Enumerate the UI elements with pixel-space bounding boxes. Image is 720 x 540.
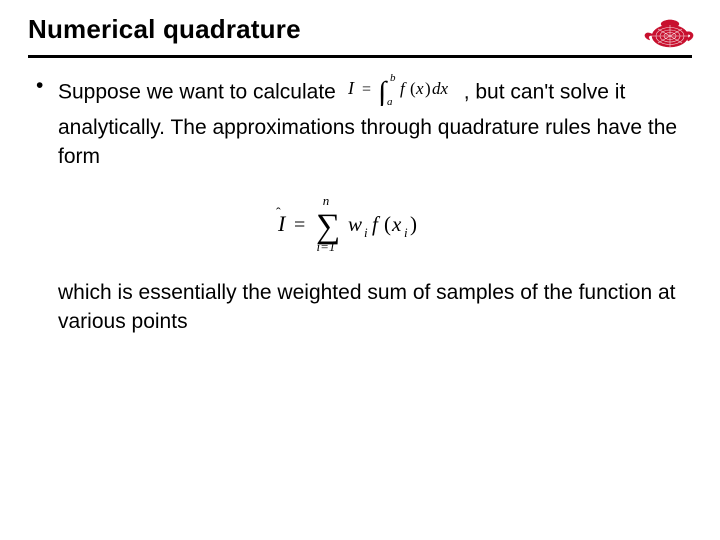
svg-text:=: =: [294, 214, 305, 236]
svg-text:): ): [425, 79, 431, 98]
slide: Numerical quadrature: [0, 0, 720, 540]
slide-title: Numerical quadrature: [28, 14, 692, 45]
svg-text:w: w: [348, 212, 362, 236]
svg-text:i: i: [364, 225, 368, 240]
svg-text:=: =: [362, 81, 371, 98]
svg-text:x: x: [391, 212, 402, 236]
integral-upper: b: [390, 72, 396, 84]
quadrature-sum-formula: I ˆ = ∑ n i=1 w i f ( x i ): [36, 193, 684, 261]
bullet-item: • Suppose we want to calculate I = ∫ b a…: [36, 72, 684, 171]
svg-text:(: (: [384, 212, 391, 236]
svg-text:i: i: [404, 225, 408, 240]
svg-text:x: x: [415, 79, 424, 98]
teapot-logo-icon: [638, 8, 698, 52]
svg-text:f: f: [372, 212, 381, 236]
svg-text:): ): [410, 212, 417, 236]
svg-text:f: f: [400, 79, 407, 98]
bullet-marker-icon: •: [36, 72, 58, 100]
bullet-continuation: which is essentially the weighted sum of…: [58, 279, 684, 336]
bullet-text: Suppose we want to calculate I = ∫ b a f…: [58, 72, 684, 171]
svg-text:dx: dx: [432, 79, 449, 98]
slide-body: • Suppose we want to calculate I = ∫ b a…: [0, 58, 720, 336]
integral-lower: a: [387, 96, 393, 106]
sum-upper: n: [323, 193, 330, 208]
sum-lower: i=1: [317, 239, 336, 253]
inline-integral-formula: I = ∫ b a f ( x ) dx: [348, 72, 458, 114]
svg-text:ˆ: ˆ: [276, 206, 281, 221]
text-before-formula: Suppose we want to calculate: [58, 81, 336, 104]
integral-lhs: I: [348, 78, 355, 98]
slide-header: Numerical quadrature: [0, 0, 720, 51]
